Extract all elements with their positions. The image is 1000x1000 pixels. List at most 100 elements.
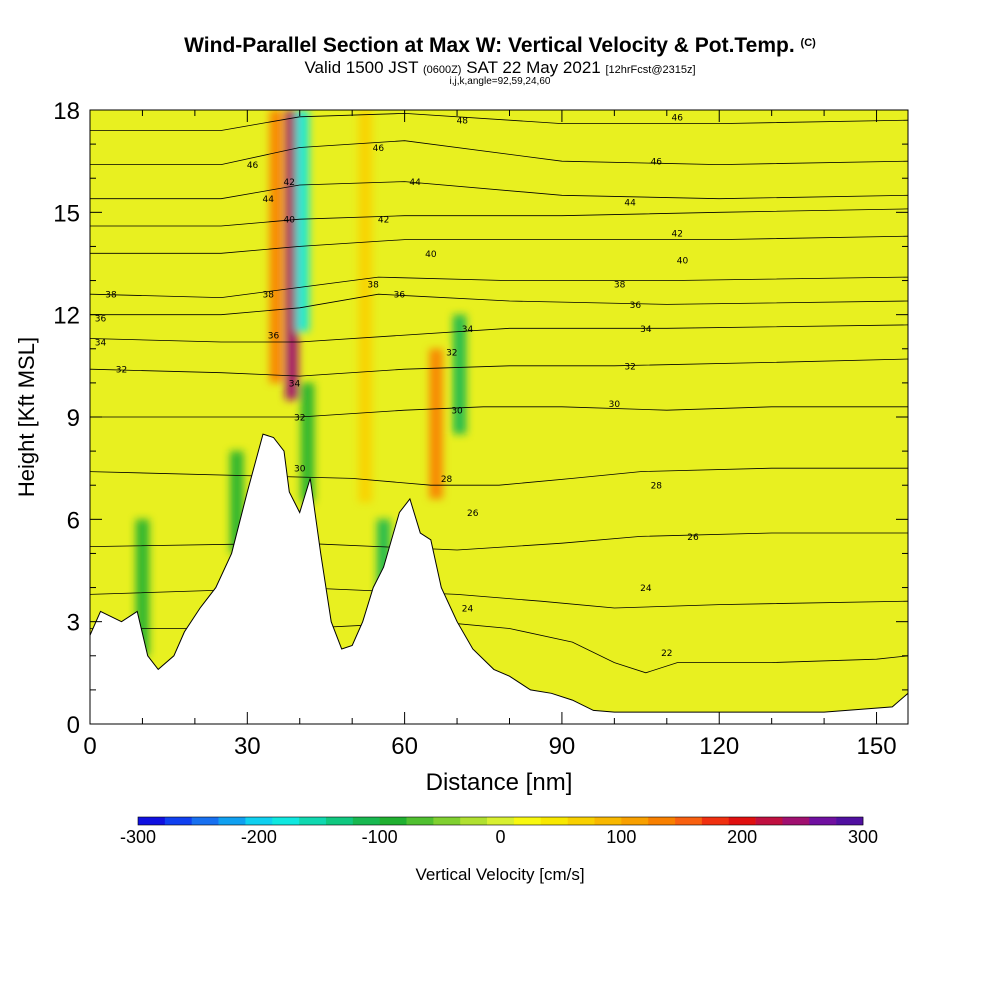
contour-label-text: 26 (687, 533, 699, 543)
colorbar-tick-label: 300 (848, 827, 878, 847)
y-tick-label: 0 (67, 712, 80, 739)
colorbar-swatch (325, 817, 354, 825)
colorbar-swatch (245, 817, 273, 825)
terrain-mask (90, 433, 908, 724)
contour-label-text: 38 (263, 291, 275, 301)
contour-label-text: 44 (624, 199, 636, 209)
colorbar-swatch (621, 817, 649, 825)
theta-contour-34 (90, 324, 908, 343)
colorbar-frame (137, 816, 864, 826)
contour-label-text: 32 (116, 366, 127, 376)
contour-label-text: 46 (247, 161, 259, 171)
contour-label: 34 (462, 325, 474, 335)
contour-label: 36 (394, 291, 406, 301)
contour-label-text: 30 (294, 465, 306, 475)
contour-label-text: 46 (373, 144, 385, 154)
contour-label: 34 (640, 325, 652, 335)
contour-label-text: 36 (630, 301, 642, 311)
colorbar-tick-label: -300 (120, 827, 156, 847)
contour-label-text: 44 (409, 178, 421, 188)
colorbar-swatch (809, 817, 837, 825)
y-axis-label: Height [Kft MSL] (14, 337, 39, 497)
velocity-cell (300, 382, 315, 503)
valid-date: SAT 22 May 2021 (466, 58, 601, 77)
theta-contour-28 (90, 467, 908, 486)
vertical-velocity-field (135, 110, 467, 656)
contour-label-text: 44 (263, 195, 275, 205)
colorbar-swatch (406, 817, 434, 825)
contour-label: 36 (95, 315, 107, 325)
contour-label-text: 46 (651, 158, 663, 168)
contour-label: 48 (457, 117, 469, 127)
y-tick-label: 18 (53, 98, 80, 125)
contour-label-text: 24 (640, 584, 652, 594)
colorbar-swatch (567, 817, 595, 825)
colorbar-swatch (352, 817, 380, 825)
theta-contour-36 (90, 293, 908, 316)
theta-contour-38 (90, 276, 908, 299)
velocity-cell (295, 110, 310, 332)
contour-label-text: 42 (672, 229, 683, 239)
contour-label: 22 (661, 649, 672, 659)
velocity-cell (429, 348, 443, 499)
contour-label-text: 24 (462, 605, 474, 615)
colorbar-swatch (701, 817, 730, 825)
theta-contour-42 (90, 208, 908, 227)
plot-area: 46 44 42 40 38 36 34 32 30 46 44 42 40 38 36 34 32 30 28 26… (90, 110, 908, 724)
contour-label-text: 40 (284, 216, 296, 226)
contour-label: 32 (116, 366, 127, 376)
colorbar-swatch (433, 817, 461, 825)
x-tick-label: 120 (699, 733, 739, 760)
colorbar-swatch (299, 817, 327, 825)
theta-contour-32 (90, 358, 908, 377)
colorbar-label: Vertical Velocity [cm/s] (415, 865, 584, 884)
velocity-cell (269, 110, 283, 383)
contour-label-text: 28 (441, 475, 453, 485)
contour-label: 46 (672, 113, 684, 123)
contour-label: 40 (425, 250, 437, 260)
valid-time: Valid 1500 JST (304, 58, 419, 77)
x-axis: 0 30 60 90 120 150 (83, 110, 897, 760)
colorbar-swatch (782, 817, 810, 825)
contour-label: 34 (95, 338, 107, 348)
contour-label-text: 34 (95, 338, 107, 348)
contour-label: 34 (289, 379, 301, 389)
contour-label: 38 (367, 280, 379, 290)
y-tick-label: 3 (67, 610, 80, 637)
colorbar-swatch (836, 817, 864, 825)
velocity-cell (285, 110, 299, 400)
valid-utc: (0600Z) (422, 64, 462, 76)
contour-label: 32 (294, 414, 305, 424)
contour-label-text: 38 (367, 280, 379, 290)
contour-label: 28 (441, 475, 453, 485)
forecast-info: [12hrFcst@2315z] (605, 64, 696, 76)
contour-label: 30 (451, 407, 463, 417)
x-tick-label: 30 (234, 733, 261, 760)
contour-label-text: 26 (467, 509, 479, 519)
x-tick-label: 150 (857, 733, 897, 760)
colorbar-swatch (272, 817, 300, 825)
chart-subtitle-indices: i,j,k,angle=92,59,24,60 (449, 76, 551, 87)
colorbar-swatch (513, 817, 542, 825)
contour-label: 42 (378, 216, 389, 226)
contour-label-text: 34 (462, 325, 474, 335)
contour-label-text: 36 (268, 332, 280, 342)
colorbar-tick-label: 200 (727, 827, 757, 847)
chart-title: Wind-Parallel Section at Max W: Vertical… (0, 34, 1000, 58)
contour-label: 32 (446, 349, 457, 359)
contour-label-text: 30 (609, 400, 621, 410)
contour-label-text: 28 (651, 482, 663, 492)
contour-label-text: 32 (624, 362, 635, 372)
contour-label: 38 (614, 280, 626, 290)
contour-label: 36 (268, 332, 280, 342)
theta-contour-44 (90, 181, 908, 200)
contour-labels: 46 44 42 40 38 36 34 32 30 46 44 42 40 38 36 34 32 30 28 26… (95, 113, 699, 659)
contour-label: 42 (284, 178, 295, 188)
colorbar-swatch (164, 817, 193, 825)
contour-label: 44 (263, 195, 275, 205)
contour-label: 38 (105, 291, 117, 301)
colorbar-swatch (648, 817, 676, 825)
colorbar-swatch (540, 817, 568, 825)
contour-label: 30 (294, 465, 306, 475)
